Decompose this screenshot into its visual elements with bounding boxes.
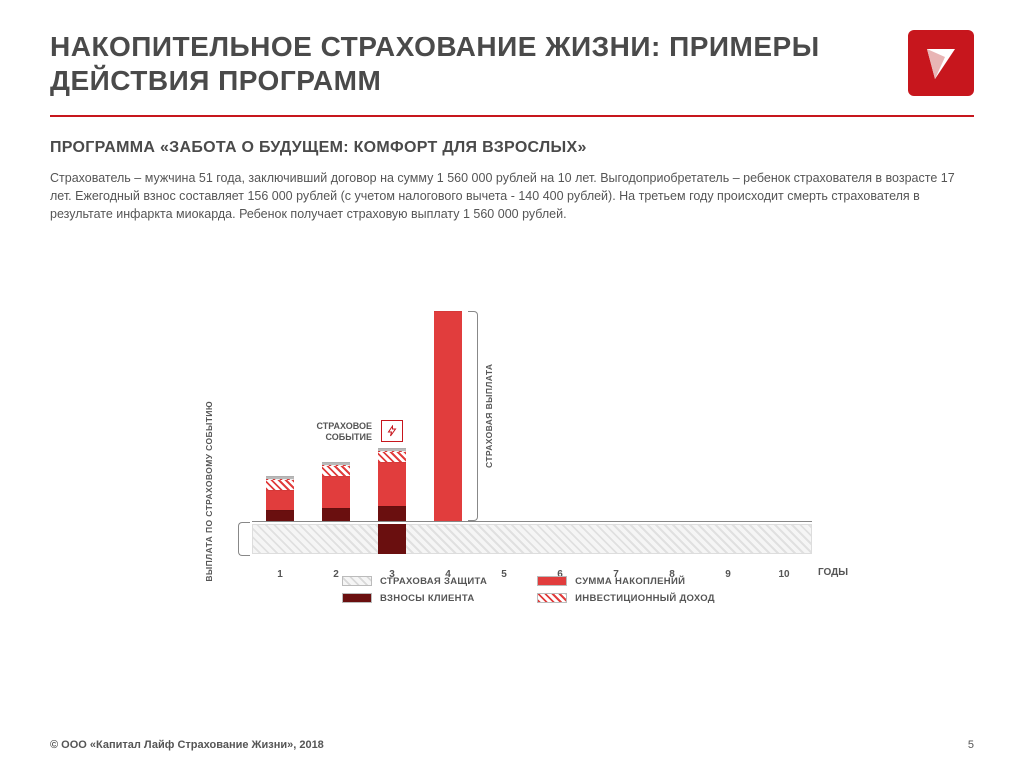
legend-label: ВЗНОСЫ КЛИЕНТА bbox=[380, 593, 475, 604]
payout-bracket bbox=[468, 311, 478, 521]
bar-segment bbox=[266, 479, 294, 490]
bar-segment bbox=[322, 476, 350, 508]
legend-swatch bbox=[342, 593, 372, 603]
x-tick-label: 1 bbox=[277, 569, 283, 580]
page-number: 5 bbox=[968, 739, 974, 751]
bar-chart: ВЫПЛАТА ПО СТРАХОВОМУ СОБЫТИЮ 1234567891… bbox=[152, 242, 872, 602]
header: НАКОПИТЕЛЬНОЕ СТРАХОВАНИЕ ЖИЗНИ: ПРИМЕРЫ… bbox=[50, 30, 974, 97]
legend-item: СТРАХОВАЯ ЗАЩИТА bbox=[342, 576, 487, 587]
legend: СТРАХОВАЯ ЗАЩИТА СУММА НАКОПЛЕНИЙ ВЗНОСЫ К… bbox=[342, 576, 715, 604]
page-title: НАКОПИТЕЛЬНОЕ СТРАХОВАНИЕ ЖИЗНИ: ПРИМЕРЫ… bbox=[50, 30, 850, 97]
payout-label: СТРАХОВАЯ ВЫПЛАТА bbox=[484, 356, 495, 476]
brand-logo bbox=[908, 30, 974, 96]
bar-segment bbox=[266, 490, 294, 510]
legend-label: ИНВЕСТИЦИОННЫЙ ДОХОД bbox=[575, 593, 715, 604]
event-icon-box bbox=[381, 420, 403, 442]
bar-segment bbox=[378, 506, 406, 521]
legend-item: ИНВЕСТИЦИОННЫЙ ДОХОД bbox=[537, 593, 715, 604]
event-payout-band bbox=[252, 524, 812, 554]
subtitle: ПРОГРАММА «ЗАБОТА О БУДУЩЕМ: КОМФОРТ ДЛЯ… bbox=[50, 139, 974, 157]
x-tick-label: 9 bbox=[725, 569, 731, 580]
bar bbox=[266, 476, 294, 521]
bar bbox=[322, 462, 350, 521]
chart-container: ВЫПЛАТА ПО СТРАХОВОМУ СОБЫТИЮ 1234567891… bbox=[50, 242, 974, 602]
legend-swatch bbox=[537, 576, 567, 586]
bar-segment bbox=[378, 451, 406, 462]
x-tick-label: 10 bbox=[778, 569, 789, 580]
bar bbox=[434, 311, 462, 521]
bar bbox=[378, 448, 406, 521]
x-axis bbox=[252, 521, 812, 522]
x-tick-label: 2 bbox=[333, 569, 339, 580]
divider bbox=[50, 115, 974, 117]
copyright: © ООО «Капитал Лайф Страхование Жизни», … bbox=[50, 739, 324, 751]
body-text: Страхователь – мужчина 51 года, заключив… bbox=[50, 169, 974, 223]
bar-segment bbox=[434, 311, 462, 521]
legend-swatch bbox=[342, 576, 372, 586]
slide: НАКОПИТЕЛЬНОЕ СТРАХОВАНИЕ ЖИЗНИ: ПРИМЕРЫ… bbox=[0, 0, 1024, 767]
legend-item: ВЗНОСЫ КЛИЕНТА bbox=[342, 593, 487, 604]
event-label: СТРАХОВОЕ СОБЫТИЕ bbox=[292, 421, 372, 443]
x-axis-caption: ГОДЫ bbox=[818, 567, 848, 578]
band-bracket bbox=[238, 522, 250, 556]
legend-label: СУММА НАКОПЛЕНИЙ bbox=[575, 576, 685, 587]
legend-item: СУММА НАКОПЛЕНИЙ bbox=[537, 576, 715, 587]
bar-segment bbox=[322, 508, 350, 521]
band-label: ВЫПЛАТА ПО СТРАХОВОМУ СОБЫТИЮ bbox=[204, 401, 215, 582]
bar-segment bbox=[266, 510, 294, 521]
legend-label: СТРАХОВАЯ ЗАЩИТА bbox=[380, 576, 487, 587]
footer: © ООО «Капитал Лайф Страхование Жизни», … bbox=[50, 739, 974, 751]
legend-swatch bbox=[537, 593, 567, 603]
arrow-icon bbox=[921, 43, 961, 83]
bar-segment bbox=[378, 462, 406, 506]
bar-segment bbox=[322, 465, 350, 476]
event-drop bbox=[378, 524, 406, 554]
